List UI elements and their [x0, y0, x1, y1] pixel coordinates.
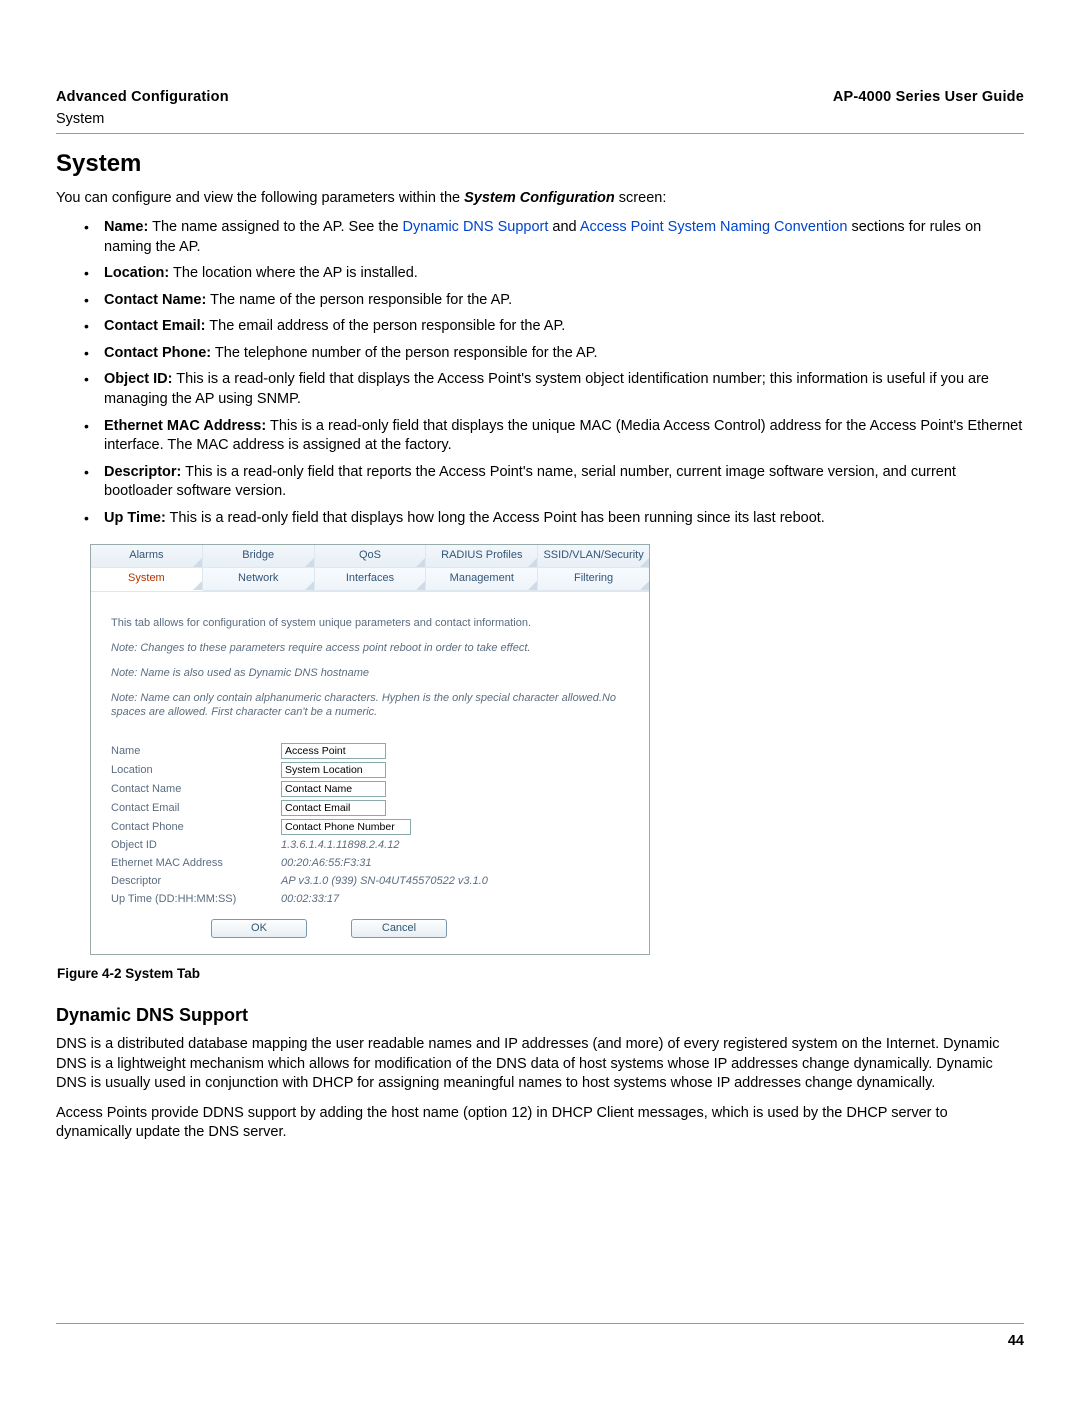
- tab-system[interactable]: System: [91, 568, 203, 591]
- panel-desc: This tab allows for configuration of sys…: [111, 616, 631, 631]
- header-sub: System: [56, 110, 1024, 130]
- param-label: Contact Phone:: [104, 345, 211, 361]
- name-input[interactable]: [281, 743, 386, 759]
- panel-note: Note: Name is also used as Dynamic DNS h…: [111, 666, 631, 681]
- field-row-contact-phone: Contact Phone: [111, 819, 631, 835]
- param-label: Ethernet MAC Address:: [104, 418, 266, 434]
- param-label: Up Time:: [104, 510, 166, 526]
- figure-caption: Figure 4-2 System Tab: [57, 965, 1024, 983]
- tab-filtering[interactable]: Filtering: [538, 568, 649, 591]
- param-label: Descriptor:: [104, 464, 181, 480]
- body-paragraph: DNS is a distributed database mapping th…: [56, 1035, 1024, 1094]
- tab-radius-profiles[interactable]: RADIUS Profiles: [426, 545, 538, 568]
- param-label: Location:: [104, 265, 169, 281]
- tab-qos[interactable]: QoS: [315, 545, 427, 568]
- naming-link[interactable]: Access Point System Naming Convention: [580, 219, 848, 235]
- list-item: Descriptor: This is a read-only field th…: [78, 463, 1024, 502]
- list-item: Name: The name assigned to the AP. See t…: [78, 218, 1024, 257]
- tab-bridge[interactable]: Bridge: [203, 545, 315, 568]
- param-label: Contact Name:: [104, 292, 206, 308]
- page-number: 44: [56, 1332, 1024, 1352]
- intro-paragraph: You can configure and view the following…: [56, 189, 1024, 209]
- list-item: Object ID: This is a read-only field tha…: [78, 370, 1024, 409]
- system-tab-screenshot: Alarms Bridge QoS RADIUS Profiles SSID/V…: [90, 544, 650, 954]
- mac-value: 00:20:A6:55:F3:31: [281, 856, 372, 871]
- button-row: OK Cancel: [211, 919, 631, 938]
- contact-name-input[interactable]: [281, 781, 386, 797]
- field-row-mac: Ethernet MAC Address 00:20:A6:55:F3:31: [111, 856, 631, 871]
- list-item: Location: The location where the AP is i…: [78, 264, 1024, 284]
- param-label: Name:: [104, 219, 148, 235]
- list-item: Contact Email: The email address of the …: [78, 317, 1024, 337]
- tab-alarms[interactable]: Alarms: [91, 545, 203, 568]
- field-row-contact-name: Contact Name: [111, 781, 631, 797]
- param-label: Object ID:: [104, 371, 172, 387]
- field-row-descriptor: Descriptor AP v3.1.0 (939) SN-04UT455705…: [111, 874, 631, 889]
- field-label: Contact Name: [111, 782, 281, 797]
- field-row-name: Name: [111, 743, 631, 759]
- ddns-link[interactable]: Dynamic DNS Support: [403, 219, 549, 235]
- field-label: Up Time (DD:HH:MM:SS): [111, 892, 281, 907]
- contact-phone-input[interactable]: [281, 819, 411, 835]
- list-item: Contact Name: The name of the person res…: [78, 291, 1024, 311]
- tab-interfaces[interactable]: Interfaces: [315, 568, 427, 591]
- subheading: Dynamic DNS Support: [56, 1003, 1024, 1027]
- param-label: Contact Email:: [104, 318, 206, 334]
- footer-rule: [56, 1323, 1024, 1324]
- field-label: Contact Email: [111, 801, 281, 816]
- panel-note: Note: Name can only contain alphanumeric…: [111, 691, 631, 721]
- tab-strip: Alarms Bridge QoS RADIUS Profiles SSID/V…: [91, 545, 649, 591]
- field-label: Ethernet MAC Address: [111, 856, 281, 871]
- contact-email-input[interactable]: [281, 800, 386, 816]
- field-row-object-id: Object ID 1.3.6.1.4.1.11898.2.4.12: [111, 838, 631, 853]
- list-item: Contact Phone: The telephone number of t…: [78, 344, 1024, 364]
- field-row-contact-email: Contact Email: [111, 800, 631, 816]
- body-paragraph: Access Points provide DDNS support by ad…: [56, 1104, 1024, 1143]
- tab-management[interactable]: Management: [426, 568, 538, 591]
- intro-emphasis: System Configuration: [464, 190, 615, 206]
- field-label: Object ID: [111, 838, 281, 853]
- field-label: Descriptor: [111, 874, 281, 889]
- location-input[interactable]: [281, 762, 386, 778]
- tab-network[interactable]: Network: [203, 568, 315, 591]
- header-rule: [56, 133, 1024, 134]
- descriptor-value: AP v3.1.0 (939) SN-04UT45570522 v3.1.0: [281, 874, 488, 889]
- list-item: Up Time: This is a read-only field that …: [78, 509, 1024, 529]
- ok-button[interactable]: OK: [211, 919, 307, 938]
- panel-note: Note: Changes to these parameters requir…: [111, 641, 631, 656]
- uptime-value: 00:02:33:17: [281, 892, 339, 907]
- list-item: Ethernet MAC Address: This is a read-onl…: [78, 417, 1024, 456]
- field-label: Location: [111, 763, 281, 778]
- page-header: Advanced Configuration AP-4000 Series Us…: [56, 88, 1024, 108]
- field-row-location: Location: [111, 762, 631, 778]
- field-label: Contact Phone: [111, 820, 281, 835]
- tab-ssid-vlan-security[interactable]: SSID/VLAN/Security: [538, 545, 649, 568]
- object-id-value: 1.3.6.1.4.1.11898.2.4.12: [281, 838, 399, 853]
- section-heading: System: [56, 148, 1024, 180]
- tab-panel: This tab allows for configuration of sys…: [91, 591, 649, 953]
- parameter-list: Name: The name assigned to the AP. See t…: [78, 218, 1024, 528]
- field-row-uptime: Up Time (DD:HH:MM:SS) 00:02:33:17: [111, 892, 631, 907]
- field-label: Name: [111, 744, 281, 759]
- header-left: Advanced Configuration: [56, 88, 229, 108]
- cancel-button[interactable]: Cancel: [351, 919, 447, 938]
- header-right: AP-4000 Series User Guide: [833, 88, 1024, 108]
